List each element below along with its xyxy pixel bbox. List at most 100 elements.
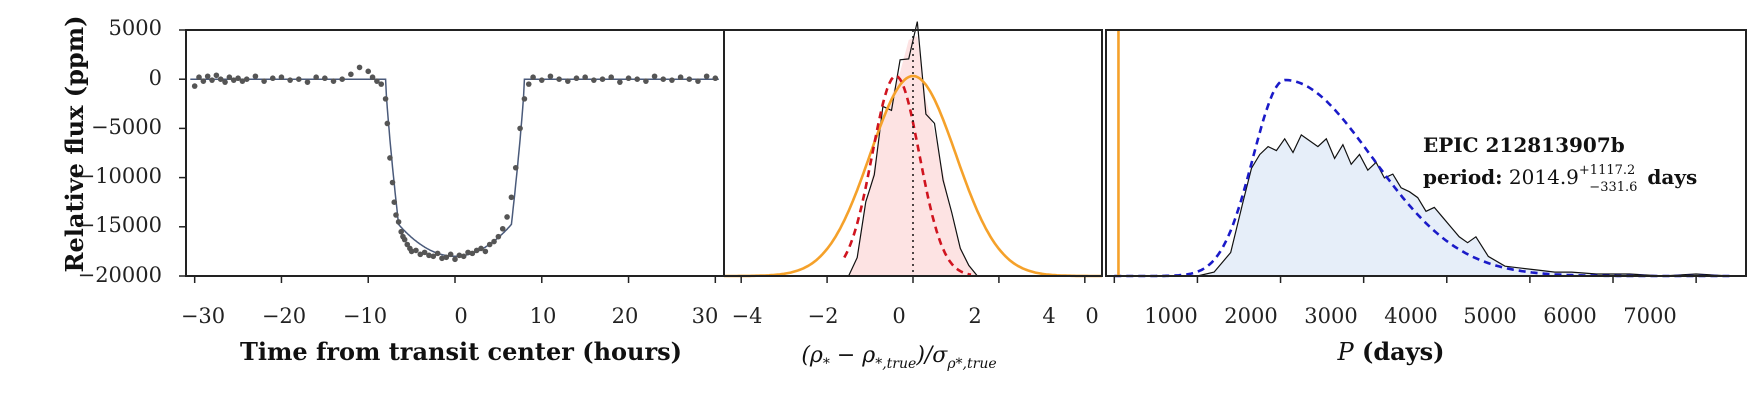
x-tick-label: −4: [732, 304, 763, 328]
x-tick-label: 0: [892, 304, 905, 328]
x-tick-label: −30: [181, 304, 225, 328]
panel-light-curve: Relative flux (ppm) 5000 0 −5000 −10000 …: [60, 16, 719, 366]
data-point: [473, 247, 480, 254]
x-tick-label: −2: [808, 304, 839, 328]
x-tick-label: 30: [692, 304, 719, 328]
posterior-outline: [1197, 133, 1730, 277]
data-point: [356, 64, 363, 71]
data-point: [222, 79, 228, 85]
data-point: [213, 72, 220, 79]
data-point: [677, 74, 684, 81]
data-point: [389, 179, 396, 186]
data-point: [608, 74, 614, 81]
data-point: [443, 254, 450, 261]
data-point: [703, 73, 710, 80]
data-point: [395, 219, 402, 225]
data-point: [530, 74, 536, 81]
data-point: [413, 247, 419, 254]
data-point: [421, 249, 428, 256]
data-point: [200, 78, 207, 84]
data-point: [660, 76, 667, 82]
data-point: [408, 248, 415, 255]
data-point: [426, 252, 432, 259]
data-point: [369, 74, 376, 81]
data-point: [339, 76, 345, 82]
data-point: [582, 74, 588, 81]
data-point: [643, 78, 649, 84]
data-point: [261, 78, 267, 84]
data-point: [651, 73, 658, 80]
x-axis-label: P (days): [1336, 337, 1444, 366]
y-tick-label: −10000: [78, 164, 162, 188]
data-point: [508, 194, 515, 201]
data-point: [521, 96, 528, 102]
x-tick-label: −20: [262, 304, 306, 328]
data-point: [287, 77, 293, 83]
x-tick-label: 0: [1085, 304, 1098, 328]
data-point: [434, 250, 441, 257]
data-point: [469, 250, 476, 257]
data-point: [391, 199, 398, 205]
data-point: [296, 76, 302, 82]
data-point: [382, 96, 389, 102]
data-point: [393, 212, 399, 218]
y-tick-label: 5000: [109, 16, 162, 40]
data-point: [196, 74, 202, 81]
data-point: [384, 120, 391, 127]
panel-density: −4 −2 0 2 4 (ρ* − ρ*,true)/σρ*,true: [724, 21, 1102, 372]
data-point: [447, 251, 454, 258]
panel-3-frame: [1105, 29, 1747, 277]
data-point: [226, 74, 233, 81]
data-point: [695, 78, 701, 84]
data-point: [465, 249, 471, 256]
data-point: [712, 75, 719, 82]
transit-model-line: [190, 78, 719, 258]
x-tick-label: 20: [612, 304, 639, 328]
x-tick-label: 5000: [1463, 304, 1516, 328]
x-tick-label: 2: [968, 304, 981, 328]
data-point: [504, 214, 510, 220]
data-point: [269, 75, 276, 82]
data-point: [456, 252, 463, 259]
data-point: [625, 75, 632, 82]
data-point: [517, 125, 523, 132]
data-point: [439, 255, 445, 262]
data-point: [669, 77, 675, 83]
data-point: [556, 76, 562, 82]
x-tick-label: −10: [343, 304, 387, 328]
panel-1-frame: [185, 29, 725, 277]
data-point: [204, 73, 211, 80]
data-point: [235, 75, 241, 82]
data-point: [430, 253, 437, 260]
data-point: [486, 241, 493, 248]
data-point: [452, 256, 458, 263]
y-tick-label: 0: [149, 66, 162, 90]
data-point: [243, 76, 250, 82]
data-point: [401, 236, 408, 243]
data-point: [387, 155, 393, 161]
data-point: [404, 241, 411, 248]
y-tick-label: −5000: [91, 115, 162, 139]
light-curve-marks: [179, 29, 719, 283]
density-marks: [724, 21, 1102, 283]
y-tick-label: −15000: [78, 213, 162, 237]
posterior-fill: [1197, 134, 1730, 276]
x-axis-label: Time from transit center (hours): [240, 337, 682, 366]
data-point: [547, 73, 554, 80]
panel-period: 0 1000 2000 3000 4000 5000 6000 7000 P (…: [1085, 30, 1730, 366]
planet-name-annotation: EPIC 212813907b: [1423, 133, 1625, 157]
data-point: [617, 79, 623, 85]
data-point: [365, 68, 372, 75]
x-ticks: −4 −2 0 2 4: [732, 304, 1056, 328]
reference-gaussian: [724, 74, 1102, 278]
data-point: [565, 78, 571, 84]
data-point: [230, 77, 237, 83]
data-point: [512, 164, 519, 171]
data-point: [322, 75, 328, 82]
data-point: [304, 79, 311, 85]
data-point: [374, 78, 380, 84]
data-point: [525, 81, 532, 87]
x-tick-label: 10: [530, 304, 557, 328]
y-ticks: 5000 0 −5000 −10000 −15000 −20000: [78, 16, 162, 287]
